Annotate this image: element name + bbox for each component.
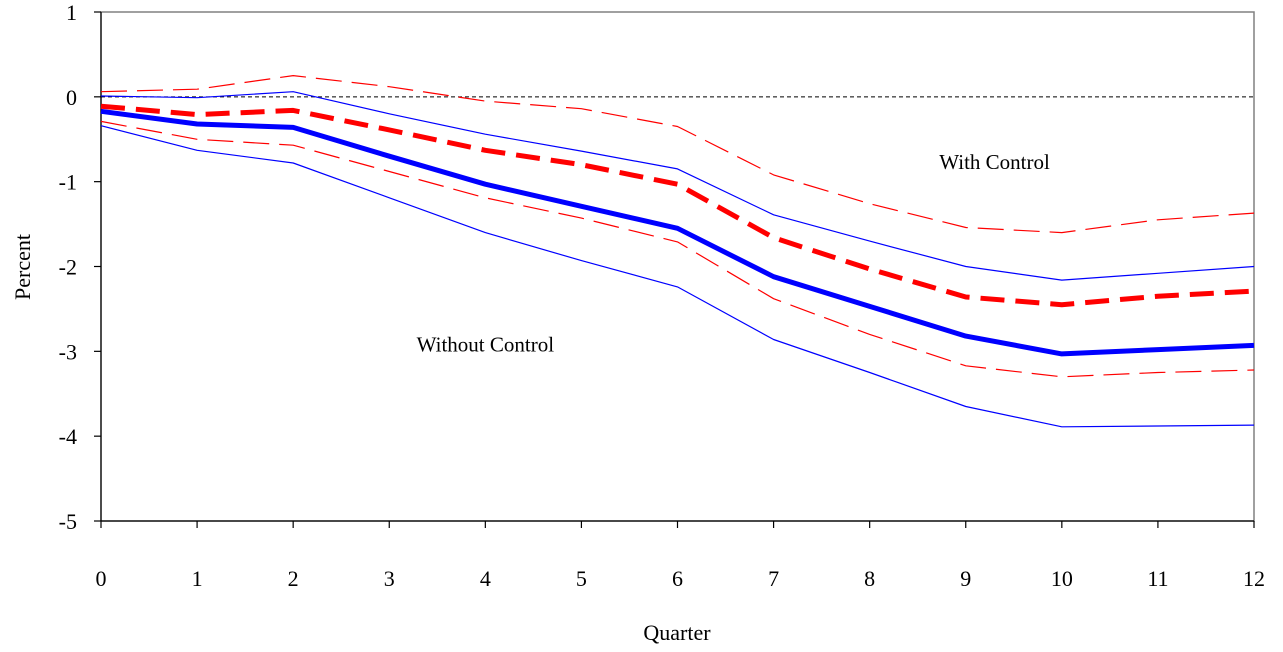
x-tick-label: 11: [1147, 566, 1168, 591]
y-tick-label: -1: [59, 170, 77, 195]
series-line-6: [100, 120, 1255, 378]
x-tick-label: 2: [288, 566, 299, 591]
x-tick-label: 9: [960, 566, 971, 591]
y-tick-label: 1: [66, 0, 77, 25]
y-tick-label: 0: [66, 85, 77, 110]
x-tick-label: 0: [96, 566, 107, 591]
plot-area-border: [100, 11, 1255, 522]
x-tick-label: 7: [768, 566, 779, 591]
annotation-without-control: Without Control: [417, 332, 555, 356]
x-tick-label: 8: [864, 566, 875, 591]
y-tick-label: -3: [59, 339, 77, 364]
x-axis-label: Quarter: [643, 620, 711, 645]
y-axis-label: Percent: [10, 234, 35, 300]
y-tick-label: -5: [59, 509, 77, 534]
series-line-1: [100, 108, 1255, 357]
series-line-4: [100, 103, 1255, 308]
series-line-3: [100, 125, 1255, 428]
x-tick-label: 4: [480, 566, 491, 591]
x-tick-label: 12: [1243, 566, 1265, 591]
x-tick-label: 6: [672, 566, 683, 591]
x-tick-label: 10: [1051, 566, 1073, 591]
y-tick-label: -4: [59, 424, 77, 449]
x-tick-label: 3: [384, 566, 395, 591]
annotation-with-control: With Control: [939, 150, 1050, 174]
y-tick-label: -2: [59, 255, 77, 280]
x-tick-label: 1: [192, 566, 203, 591]
x-tick-label: 5: [576, 566, 587, 591]
series-line-5: [100, 74, 1255, 234]
series-line-2: [100, 91, 1255, 281]
